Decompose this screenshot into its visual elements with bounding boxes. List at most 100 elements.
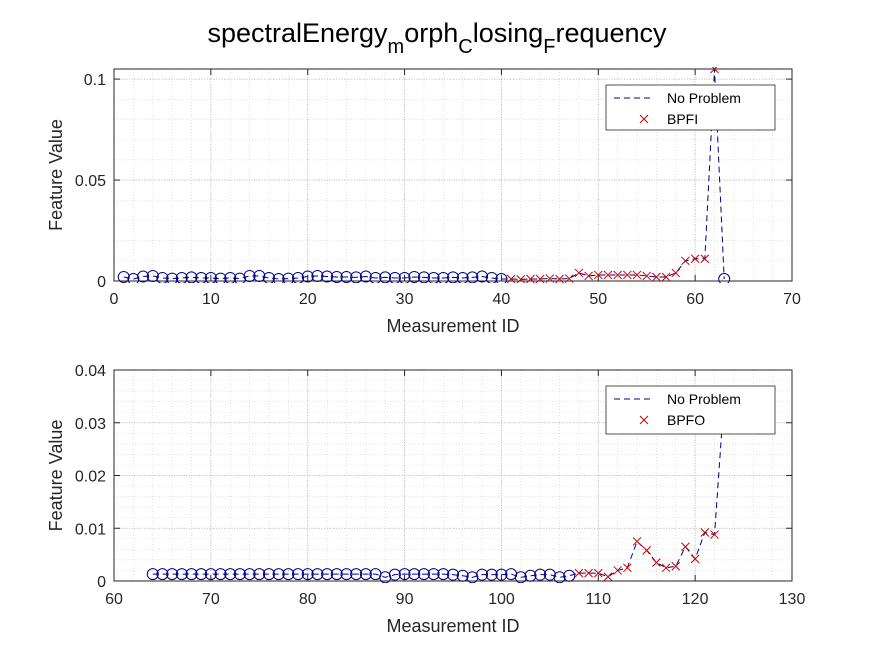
no-problem-point	[447, 271, 459, 283]
no-problem-point	[195, 271, 208, 283]
title-segment: spectralEnergy	[207, 18, 388, 48]
series-group	[117, 67, 731, 283]
fault-point	[506, 274, 516, 283]
no-problem-point	[330, 270, 343, 283]
fault-point	[652, 272, 661, 282]
fault-point	[545, 274, 555, 283]
x-tick-label: 0	[110, 291, 119, 308]
no-problem-point	[340, 270, 353, 283]
no-problem-point	[214, 568, 227, 581]
fault-point	[555, 274, 564, 283]
fault-point	[603, 270, 613, 280]
fault-point	[642, 546, 652, 555]
no-problem-point	[156, 568, 169, 581]
fault-point	[593, 568, 603, 578]
fault-point	[535, 274, 545, 283]
series-group	[146, 396, 725, 583]
no-problem-point	[311, 269, 324, 282]
fault-point	[593, 270, 603, 280]
no-problem-point	[185, 568, 198, 581]
no-problem-point	[311, 568, 324, 581]
no-problem-point	[224, 271, 237, 283]
fault-point	[584, 271, 593, 281]
fault-point	[681, 256, 690, 266]
y-axis-label: Feature Value	[46, 420, 66, 532]
no-problem-point	[243, 568, 256, 581]
y-tick-label: 0	[97, 274, 106, 291]
no-problem-point	[485, 271, 498, 283]
x-tick-label: 50	[589, 291, 607, 308]
fault-point	[516, 275, 526, 283]
no-problem-point	[417, 568, 430, 581]
no-problem-point	[282, 568, 295, 581]
no-problem-point	[456, 271, 469, 283]
no-problem-point	[379, 271, 392, 283]
title-subscript: m	[388, 36, 405, 58]
no-problem-point	[175, 271, 188, 283]
y-tick-label: 0	[97, 574, 106, 591]
no-problem-point	[243, 269, 256, 282]
top-subplot: 0 10 20 30 40 50 60 70 0 0.05 0.1 Measurement ID Fea…	[46, 67, 801, 336]
x-axis-label: Measurement ID	[386, 616, 519, 636]
no-problem-point	[476, 270, 489, 283]
no-problem-point	[117, 270, 130, 283]
legend: No Problem BPFI	[605, 84, 776, 131]
no-problem-point	[272, 272, 285, 283]
axes-box	[113, 68, 793, 282]
no-problem-point	[718, 272, 731, 283]
no-problem-point	[262, 568, 275, 581]
bottom-subplot: 60 70 80 90 100 110 120 130 0 0.01 0.02 0.03 0.04 Mea…	[46, 363, 805, 636]
fault-point	[564, 274, 574, 283]
legend-box	[605, 84, 776, 131]
y-tick-label: 0.01	[75, 521, 106, 538]
fault-point	[622, 270, 632, 280]
fault-point	[671, 268, 681, 278]
no-problem-point	[175, 568, 188, 581]
no-problem-point	[369, 271, 382, 283]
fault-point	[632, 270, 642, 280]
no-problem-point	[253, 568, 266, 581]
title-segment: requency	[555, 18, 667, 48]
fault-point	[574, 268, 584, 278]
title-segment: losing	[473, 18, 544, 48]
no-problem-point	[534, 568, 547, 581]
no-problem-point	[476, 568, 489, 581]
no-problem-point	[272, 568, 285, 581]
no-problem-point	[253, 269, 266, 282]
no-problem-point	[514, 571, 527, 583]
no-problem-point	[340, 568, 353, 581]
no-problem-point	[330, 568, 343, 581]
minor-grid	[113, 69, 793, 282]
y-axis-label: Feature Value	[46, 119, 66, 231]
title-subscript: F	[543, 36, 555, 58]
fault-point	[622, 563, 632, 573]
no-problem-point	[408, 270, 421, 283]
x-tick-label: 80	[299, 591, 317, 608]
fault-point	[690, 254, 700, 264]
no-problem-point	[437, 271, 450, 283]
fault-point	[652, 558, 661, 567]
y-tick-label: 0.03	[75, 416, 106, 433]
no-problem-point	[388, 271, 401, 283]
x-tick-label: 10	[202, 291, 220, 308]
no-problem-point	[233, 568, 246, 581]
legend-label: BPFO	[667, 412, 705, 428]
no-problem-point	[233, 272, 246, 283]
fault-point	[700, 254, 710, 264]
no-problem-point	[350, 271, 363, 283]
no-problem-point	[224, 568, 237, 581]
fault-point	[700, 528, 710, 537]
no-problem-point	[466, 271, 479, 283]
no-problem-point	[543, 568, 556, 581]
no-problem-point	[321, 270, 334, 283]
no-problem-point	[466, 571, 479, 583]
no-problem-point	[495, 272, 508, 283]
x-tick-label: 130	[779, 591, 806, 608]
no-problem-point	[214, 272, 227, 283]
no-problem-point	[321, 568, 334, 581]
legend-label: No Problem	[667, 90, 741, 106]
no-problem-point	[495, 568, 508, 581]
no-problem-point	[185, 271, 198, 283]
no-problem-point	[166, 272, 179, 283]
